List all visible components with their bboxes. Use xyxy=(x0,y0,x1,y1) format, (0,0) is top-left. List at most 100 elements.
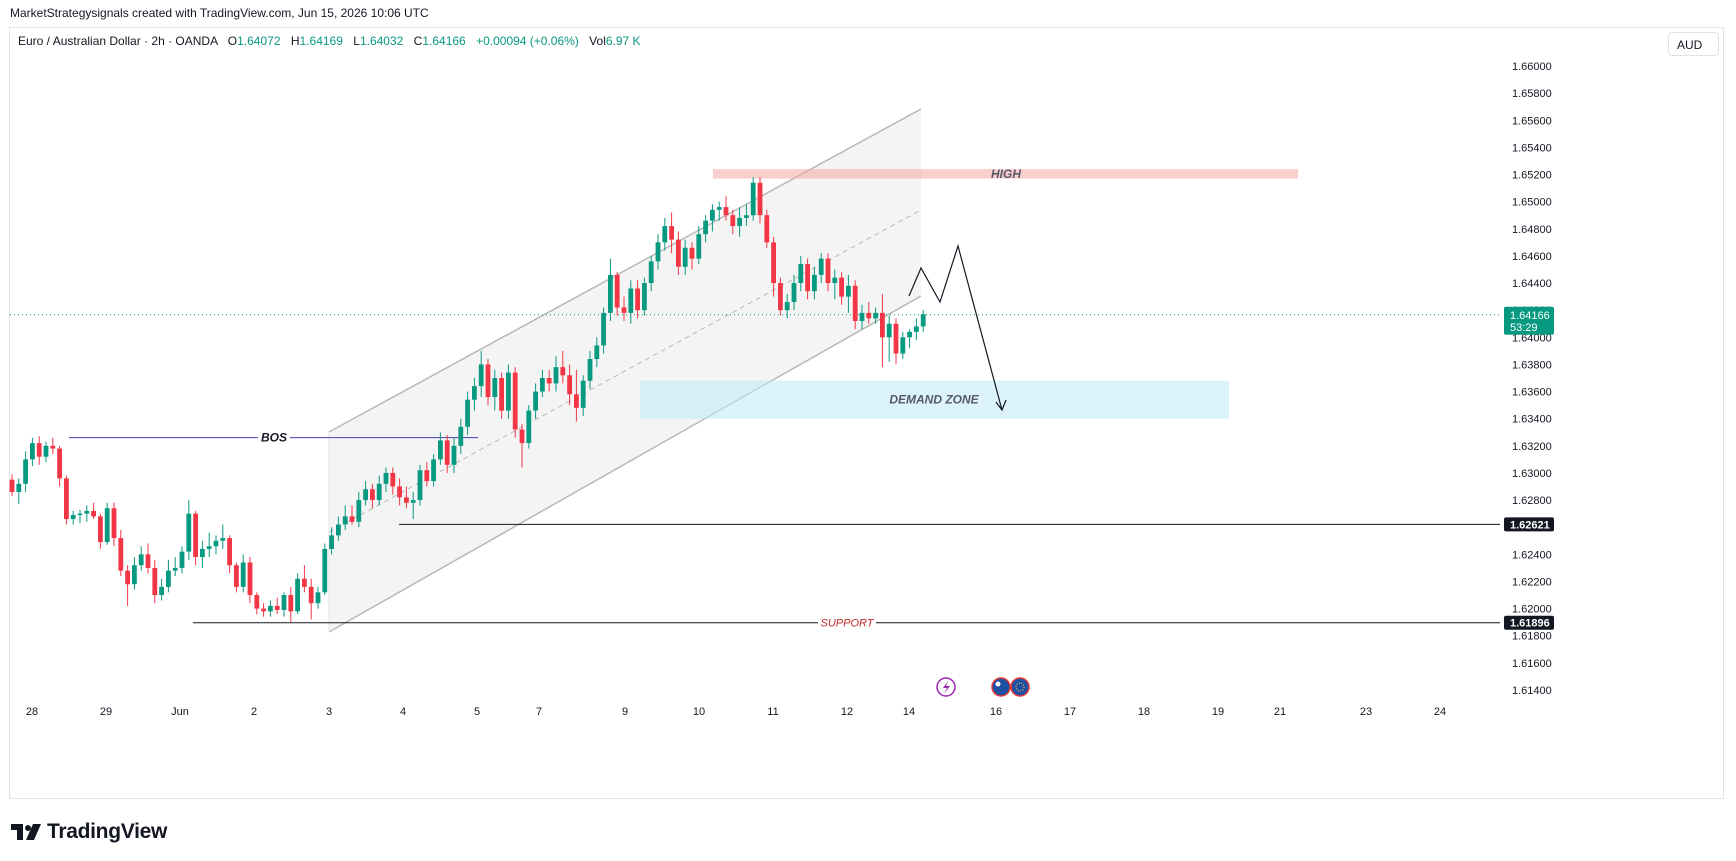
candle-body xyxy=(655,242,661,262)
candle-body xyxy=(560,367,566,376)
candle-body xyxy=(621,307,627,313)
candle-body xyxy=(118,538,124,571)
candle-body xyxy=(295,578,300,612)
price-tick-label: 1.62800 xyxy=(1512,495,1552,507)
candle-body xyxy=(601,312,606,346)
candle-body xyxy=(111,508,117,539)
candle-body xyxy=(376,483,382,501)
demand-zone-label: DEMAND ZONE xyxy=(889,393,979,407)
candle-body xyxy=(669,226,674,240)
candle-body xyxy=(696,234,702,259)
candle-body xyxy=(104,508,110,543)
currency-button[interactable]: AUD xyxy=(1668,32,1719,56)
time-tick-label: 5 xyxy=(474,706,480,718)
candle-body xyxy=(186,513,192,552)
candle-body xyxy=(553,367,559,384)
australia-flag-detail xyxy=(995,681,1001,687)
symbol-title[interactable]: Euro / Australian Dollar · 2h · OANDA xyxy=(18,34,218,48)
price-tick-label: 1.65000 xyxy=(1512,197,1552,209)
close-label: C xyxy=(413,34,423,48)
candle-body xyxy=(390,472,396,487)
candle-body xyxy=(342,516,348,525)
candle-body xyxy=(703,220,708,235)
candle-body xyxy=(302,578,307,587)
candle-body xyxy=(567,375,572,395)
price-tick-label: 1.65400 xyxy=(1512,142,1552,154)
time-tick-label: 2 xyxy=(251,706,257,718)
candle-body xyxy=(322,548,328,593)
candle-body xyxy=(9,479,15,492)
bos-label-background xyxy=(258,429,290,445)
projection-path xyxy=(908,243,1003,411)
change-value: +0.00094 (+0.06%) xyxy=(476,34,579,48)
price-tick-label: 1.65600 xyxy=(1512,115,1552,127)
price-tick-label: 1.63200 xyxy=(1512,441,1552,453)
low-value: 1.64032 xyxy=(359,34,404,48)
event-icons xyxy=(936,677,1030,697)
eu-flag-icon xyxy=(1010,677,1030,697)
candle-body xyxy=(315,592,321,604)
candle-body xyxy=(159,586,164,596)
candle-body xyxy=(859,312,865,322)
candle-body xyxy=(57,448,62,479)
high-zone xyxy=(713,169,1298,179)
candle-body xyxy=(907,331,912,338)
candle-body xyxy=(512,372,518,430)
candle-body xyxy=(914,326,919,332)
time-tick-label: 19 xyxy=(1212,706,1224,718)
candle-body xyxy=(893,323,899,354)
candle-body xyxy=(363,489,368,501)
price-tick-label: 1.64000 xyxy=(1512,332,1552,344)
candle-body xyxy=(444,440,450,465)
candle-body xyxy=(580,380,586,408)
candle-body xyxy=(771,242,776,284)
time-tick-label: 21 xyxy=(1274,706,1286,718)
candle-body xyxy=(43,445,49,457)
channel-upper-line xyxy=(328,108,922,433)
candle-body xyxy=(628,288,634,313)
candle-body xyxy=(329,535,334,549)
time-tick-label: 7 xyxy=(536,706,542,718)
candle-body xyxy=(676,239,681,267)
price-tick-label: 1.63800 xyxy=(1512,359,1552,371)
candle-body xyxy=(710,209,715,221)
candle-body xyxy=(812,274,817,292)
tradingview-logo-text: TradingView xyxy=(47,820,168,843)
candle-body xyxy=(458,426,464,446)
candle-body xyxy=(478,364,484,387)
candle-body xyxy=(716,207,722,210)
open-label: O xyxy=(227,34,238,48)
candle-body xyxy=(880,312,885,338)
level-badge-value: 1.61896 xyxy=(1510,618,1550,630)
candle-body xyxy=(166,570,171,587)
candle-body xyxy=(832,277,838,284)
volume-value: 6.97 K xyxy=(605,34,641,48)
candle-body xyxy=(757,182,763,216)
candle-body xyxy=(84,510,90,514)
candle-body xyxy=(465,399,470,427)
candle-body xyxy=(791,283,797,303)
price-tick-label: 1.62400 xyxy=(1512,549,1552,561)
time-tick-label: 14 xyxy=(903,706,915,718)
tradingview-logo[interactable]: TradingView xyxy=(11,820,167,844)
candle-body xyxy=(438,440,443,460)
candle-body xyxy=(138,554,144,566)
candle-body xyxy=(540,378,545,392)
price-tick-label: 1.62000 xyxy=(1512,604,1552,616)
candle-body xyxy=(472,386,477,400)
candle-body xyxy=(825,258,831,284)
candle-body xyxy=(220,538,226,541)
candle-body xyxy=(410,500,416,503)
high-zone-label: HIGH xyxy=(991,167,1021,181)
candle-body xyxy=(852,285,858,322)
candle-body xyxy=(281,595,287,610)
candle-body xyxy=(349,516,355,522)
candle-body xyxy=(485,364,491,397)
price-tick-label: 1.66000 xyxy=(1512,61,1552,73)
time-tick-label: 10 xyxy=(693,706,705,718)
symbol-legend[interactable]: Euro / Australian Dollar · 2h · OANDA O 1… xyxy=(18,34,641,48)
candle-body xyxy=(308,586,314,604)
candle-body xyxy=(227,538,232,566)
